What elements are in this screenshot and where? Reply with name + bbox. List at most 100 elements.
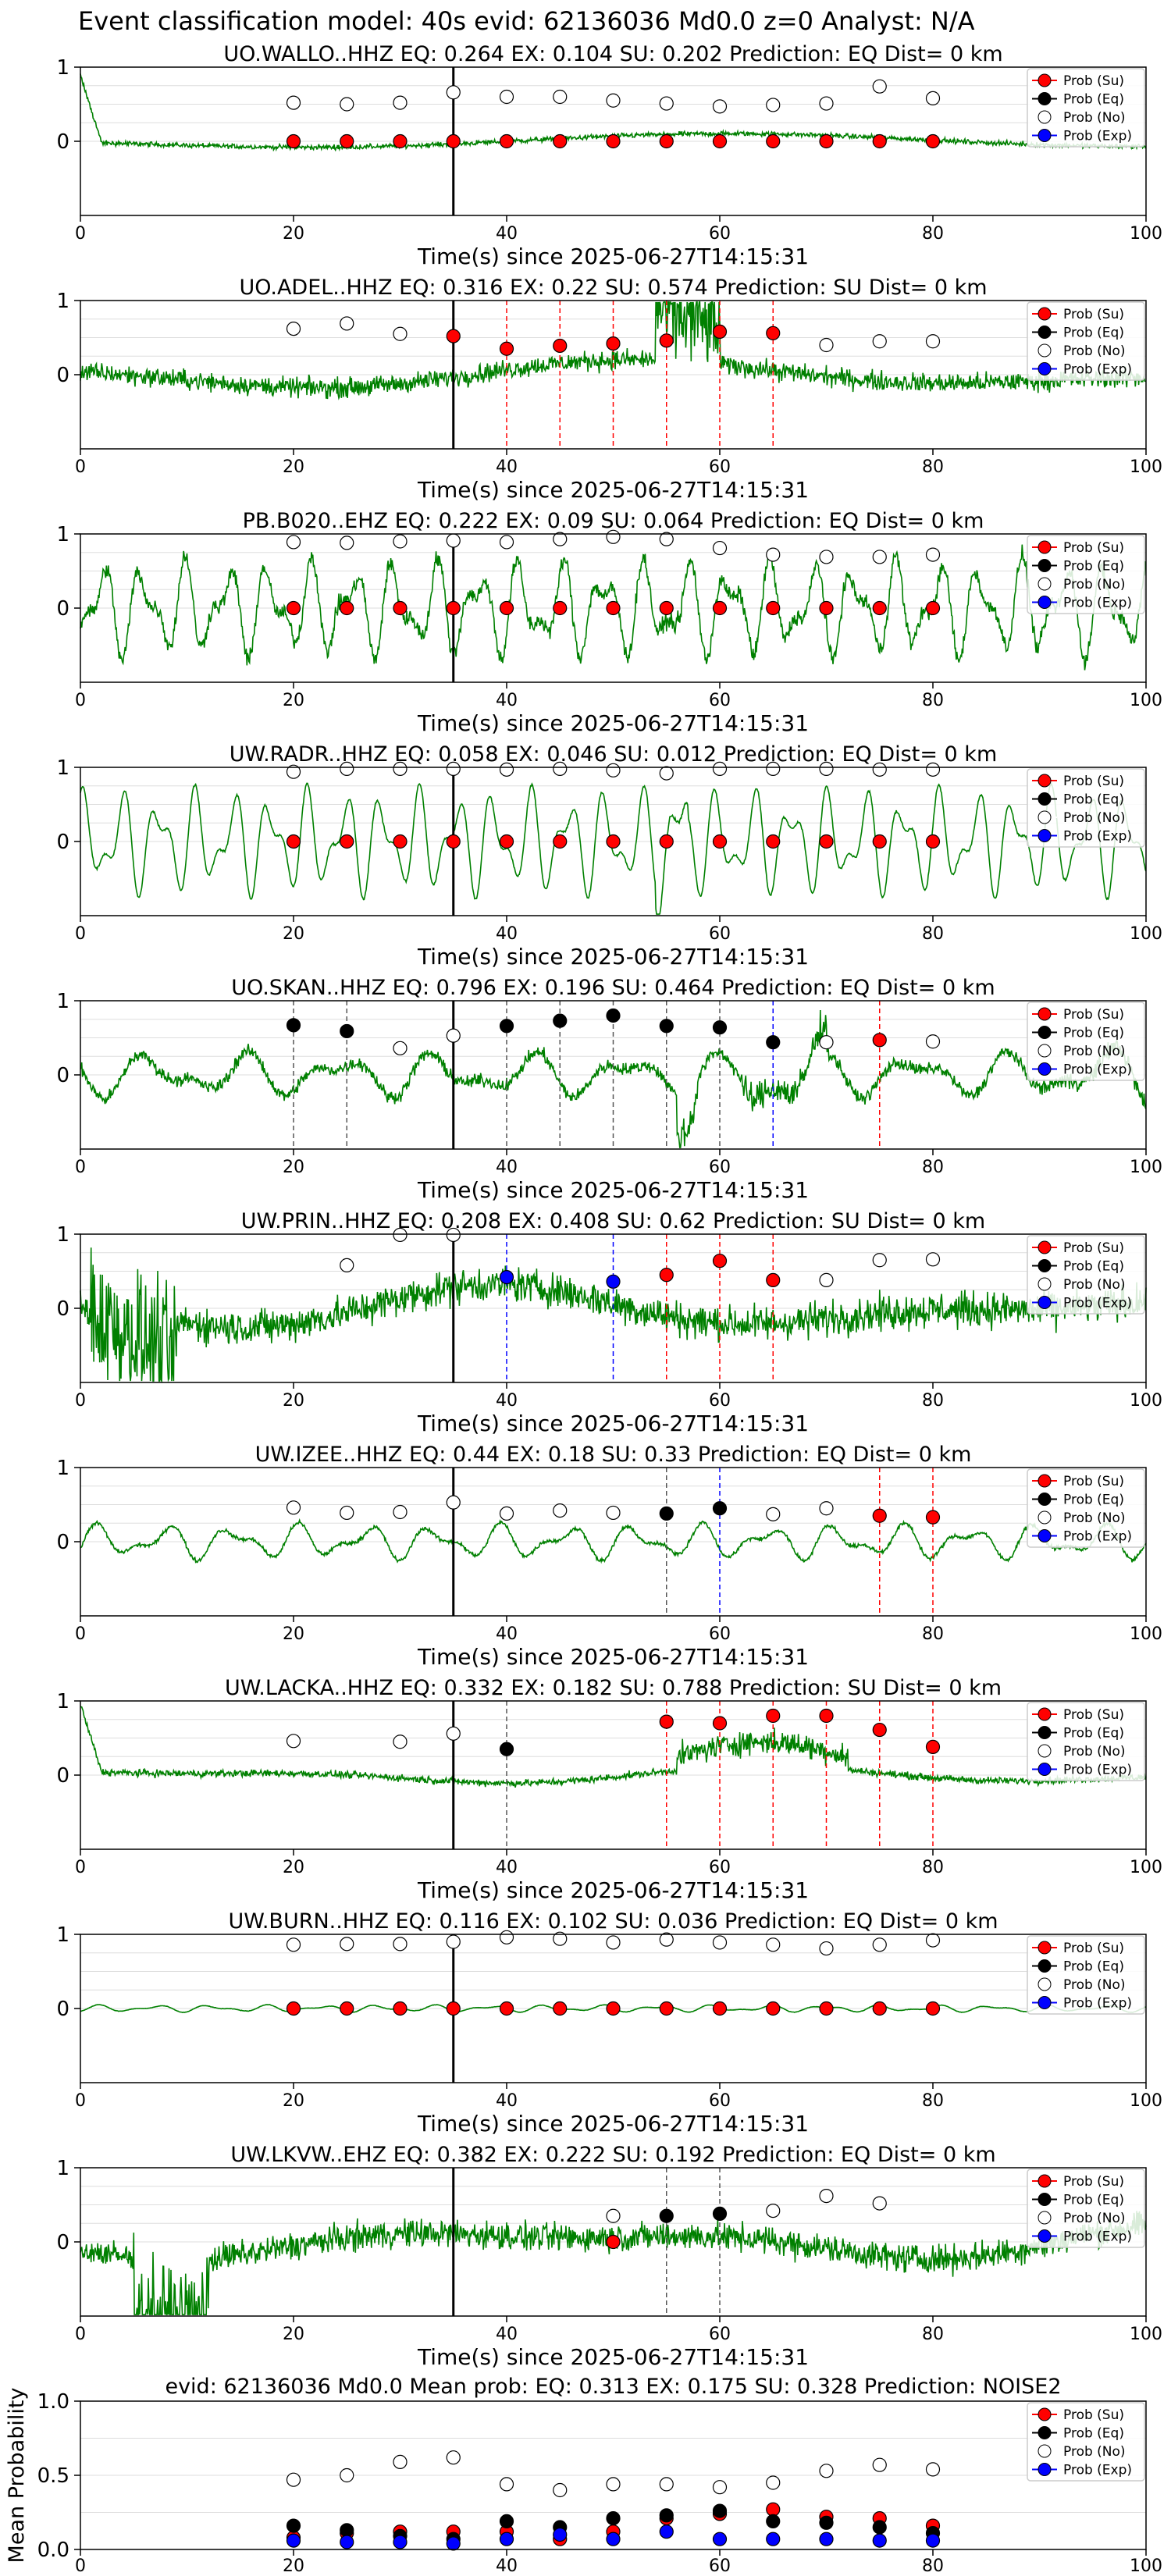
- panel-2-prob-point-no: [393, 534, 408, 549]
- panel-4-legend-label-no: Prob (No): [1063, 1044, 1126, 1059]
- panel-2-xtick-label: 0: [75, 691, 86, 710]
- mean-prob-point-eq: [286, 2518, 301, 2533]
- panel-2-xlabel: Time(s) since 2025-06-27T14:15:31: [417, 710, 809, 736]
- panel-9-legend-marker-no: [1038, 2211, 1052, 2225]
- panel-1-title: UO.ADEL..HHZ EQ: 0.316 EX: 0.22 SU: 0.57…: [239, 276, 987, 300]
- panel-8-prob-point-no: [286, 1937, 301, 1952]
- panel-9-prob-point-no: [872, 2196, 887, 2211]
- panel-6-xtick-label: 40: [496, 1624, 518, 1644]
- mean-prob-point-eq: [659, 2508, 674, 2523]
- panel-4-prob-point-eq: [659, 1019, 674, 1034]
- panel-3-legend: [1027, 768, 1145, 848]
- panel-2-legend-marker-no: [1038, 577, 1052, 591]
- panel-5-xtick-label: 60: [709, 1391, 731, 1411]
- panel-5-legend-label-eq: Prob (Eq): [1063, 1259, 1124, 1275]
- panel-0-prob-point-no: [712, 99, 728, 114]
- panel-0-legend-label-no: Prob (No): [1063, 110, 1126, 126]
- panel-1-xtick-label: 40: [496, 457, 518, 477]
- panel-5-prob-point-exp: [499, 1269, 514, 1285]
- mean-prob-point-exp: [286, 2533, 301, 2548]
- panel-1-prob-point-su: [712, 324, 728, 339]
- panel-7-prob-point-eq: [499, 1742, 514, 1756]
- panel-8-title: UW.BURN..HHZ EQ: 0.116 EX: 0.102 SU: 0.0…: [228, 1909, 998, 1934]
- mean-panel-ytick-label: 1.0: [37, 2390, 69, 2414]
- panel-9-xtick-label: 0: [75, 2325, 86, 2344]
- panel-9: UW.LKVW..EHZ EQ: 0.382 EX: 0.222 SU: 0.1…: [56, 2143, 1162, 2370]
- panel-0-prob-point-no: [766, 98, 781, 112]
- mean-prob-point-no: [659, 2477, 674, 2492]
- panel-6-legend-label-exp: Prob (Exp): [1063, 1529, 1132, 1545]
- mean-panel-ylabel: Mean Probability: [5, 2388, 29, 2564]
- panel-8-prob-point-su: [819, 2001, 834, 2016]
- panel-2-legend-label-eq: Prob (Eq): [1063, 559, 1124, 575]
- panel-5-legend-marker-no: [1038, 1277, 1052, 1291]
- mean-prob-point-no: [606, 2477, 621, 2492]
- panel-1-xtick-label: 60: [709, 457, 731, 477]
- panel-5-title: UW.PRIN..HHZ EQ: 0.208 EX: 0.408 SU: 0.6…: [241, 1209, 985, 1233]
- panel-8-legend-label-su: Prob (Su): [1063, 1941, 1124, 1956]
- panel-6-xtick-label: 100: [1130, 1624, 1162, 1644]
- panel-7-waveform: [80, 1706, 1147, 1788]
- panel-9-legend-label-no: Prob (No): [1063, 2211, 1126, 2226]
- panel-1-prob-point-su: [553, 338, 568, 354]
- panel-4-prob-point-no: [819, 1035, 834, 1050]
- panel-4-legend-marker-exp: [1038, 1062, 1052, 1076]
- mean-prob-point-no: [766, 2475, 781, 2490]
- mean-panel-xtick-label: 40: [496, 2556, 518, 2576]
- panel-7-prob-point-su: [819, 1708, 834, 1724]
- mean-panel-legend-marker-no: [1038, 2444, 1052, 2458]
- panel-8-prob-point-su: [766, 2001, 781, 2016]
- mean-panel: evid: 62136036 Md0.0 Mean prob: EQ: 0.31…: [5, 2375, 1162, 2576]
- panel-8-legend-label-eq: Prob (Eq): [1063, 1959, 1124, 1975]
- panel-8-prob-point-no: [925, 1933, 941, 1948]
- panel-9-xlabel: Time(s) since 2025-06-27T14:15:31: [417, 2344, 809, 2370]
- panel-2-legend-label-su: Prob (Su): [1063, 540, 1124, 556]
- mean-prob-point-no: [499, 2477, 514, 2492]
- panel-2-prob-point-su: [286, 600, 301, 616]
- panel-8-prob-point-su: [659, 2001, 674, 2016]
- panel-3-legend-label-no: Prob (No): [1063, 810, 1126, 826]
- mean-prob-point-eq: [766, 2514, 781, 2528]
- panel-6-prob-point-no: [340, 1505, 354, 1521]
- panel-0-prob-point-su: [606, 133, 621, 149]
- panel-9-xtick-label: 80: [922, 2325, 944, 2344]
- panel-7-legend-label-eq: Prob (Eq): [1063, 1726, 1124, 1742]
- panel-1-xtick-label: 80: [922, 457, 944, 477]
- mean-panel-legend-label-exp: Prob (Exp): [1063, 2463, 1132, 2478]
- panel-6-waveform: [80, 1517, 1147, 1564]
- panel-8-legend-marker-eq: [1038, 1959, 1052, 1973]
- panel-2-prob-point-no: [659, 532, 674, 546]
- panel-7-legend-marker-exp: [1038, 1763, 1052, 1776]
- mean-panel-legend-label-su: Prob (Su): [1063, 2407, 1124, 2423]
- mean-prob-point-eq: [872, 2520, 887, 2535]
- panel-8-prob-point-su: [499, 2001, 514, 2016]
- panel-6-ytick-label: 1: [56, 1457, 69, 1480]
- panel-5-xtick-label: 40: [496, 1391, 518, 1411]
- panel-8-prob-point-no: [659, 1932, 674, 1947]
- mean-prob-point-su: [766, 2502, 781, 2517]
- panel-2-prob-point-su: [393, 600, 408, 616]
- panel-6-xtick-label: 80: [922, 1624, 944, 1644]
- panel-1-prob-point-no: [340, 316, 354, 331]
- panel-6-prob-point-no: [819, 1501, 834, 1516]
- panel-8-xtick-label: 100: [1130, 2091, 1162, 2111]
- mean-panel-xtick-label: 60: [709, 2556, 731, 2576]
- panel-9-legend-marker-eq: [1038, 2193, 1052, 2206]
- panel-3-prob-point-no: [819, 761, 834, 777]
- mean-prob-point-no: [286, 2472, 301, 2487]
- panel-1-prob-point-su: [499, 341, 514, 356]
- panel-3-xtick-label: 80: [922, 924, 944, 944]
- panel-1-legend-label-exp: Prob (Exp): [1063, 362, 1132, 378]
- panel-5-prob-point-no: [819, 1272, 834, 1288]
- panel-8-prob-point-su: [925, 2001, 941, 2016]
- panel-3-xlabel: Time(s) since 2025-06-27T14:15:31: [417, 944, 809, 970]
- panel-1-xtick-label: 100: [1130, 457, 1162, 477]
- panel-7-xtick-label: 40: [496, 1858, 518, 1877]
- panel-9-prob-point-eq: [712, 2206, 728, 2221]
- panel-5-prob-point-su: [712, 1254, 728, 1268]
- panel-6-ytick-label: 0: [56, 1531, 69, 1554]
- panel-4-prob-point-eq: [553, 1013, 568, 1028]
- panel-5-ytick-label: 0: [56, 1297, 69, 1321]
- panel-3-prob-point-no: [606, 763, 621, 777]
- panel-5-prob-point-exp: [606, 1274, 621, 1289]
